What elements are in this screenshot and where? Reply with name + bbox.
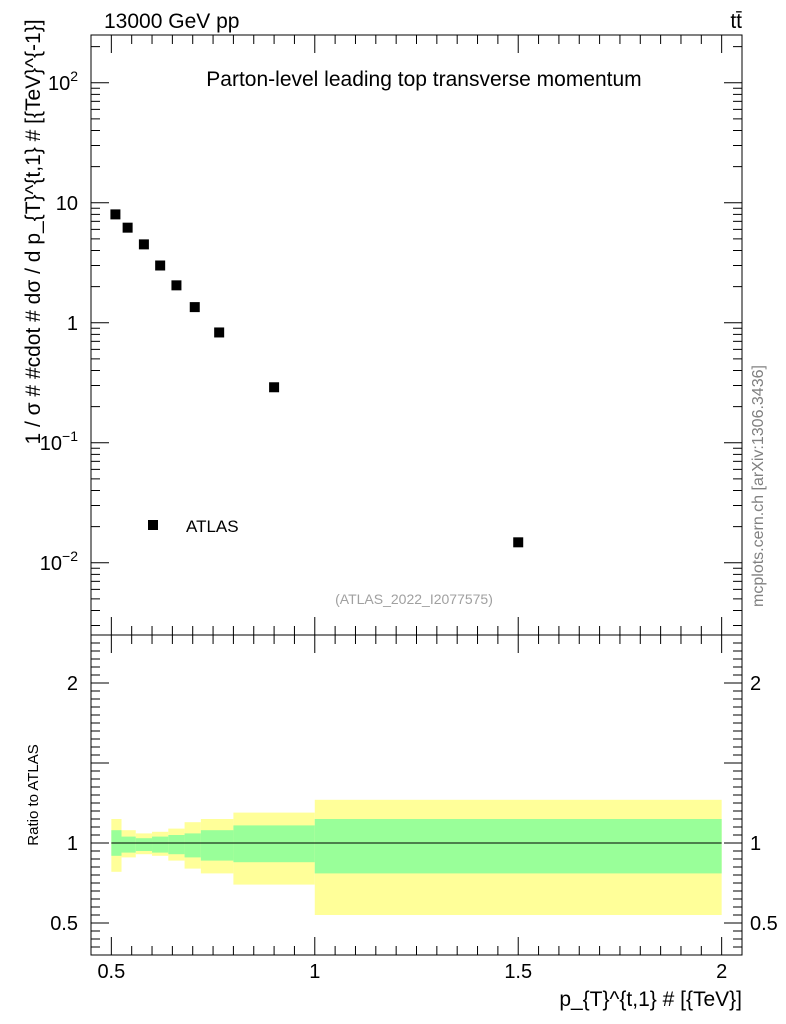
analysis-id-annotation: (ATLAS_2022_I2077575): [335, 591, 493, 607]
ratio-x-axis-ticks: [90, 635, 743, 955]
main-y-tick-label: 1: [67, 313, 78, 335]
atlas-data-point: [122, 222, 133, 233]
atlas-data-point: [269, 382, 280, 393]
legend-marker-atlas: [148, 520, 158, 530]
main-y-axis-labels: 10−2 10−1 1 10 102: [40, 68, 78, 575]
main-x-axis-ticks: [90, 35, 743, 635]
x-axis-tick-labels: 0.5 1 1.5 2: [97, 961, 727, 983]
ratio-y-axis-ticks: [91, 634, 742, 956]
ratio-panel: 0.5 1 2 0.5 1 2 0.5 1 1.5 2 Ratio to ATLAS p_{T…: [25, 634, 778, 1011]
inner-band-bin: [168, 835, 185, 855]
atlas-data-point: [171, 280, 182, 291]
x-tick-label: 2: [716, 961, 727, 983]
ratio-y-tick-label-right: 2: [750, 673, 761, 695]
atlas-data-point: [138, 239, 149, 250]
atlas-data-point: [513, 537, 524, 548]
main-panel: 10−2 10−1 1 10 102 Parton-level leading top …: [22, 19, 743, 636]
ratio-y-tick-label-right: 1: [750, 833, 761, 855]
inner-band-bin: [121, 836, 136, 853]
atlas-data-point: [189, 302, 200, 313]
ratio-y-tick-label-left: 1: [67, 833, 78, 855]
ratio-y-axis-labels-right: 0.5 1 2: [750, 673, 778, 935]
main-y-axis-ticks: [91, 46, 742, 626]
atlas-data-point: [155, 260, 166, 271]
main-y-tick-label: 10: [56, 193, 78, 215]
x-axis-title: p_{T}^{t,1} # [{TeV}]: [559, 988, 742, 1011]
atlas-data-point: [214, 327, 225, 338]
ratio-y-axis-title: Ratio to ATLAS: [25, 744, 42, 845]
atlas-data-points: [110, 209, 524, 548]
side-source-label: mcplots.cern.ch [arXiv:1306.3436]: [750, 365, 767, 607]
legend-label-atlas: ATLAS: [186, 517, 239, 536]
main-y-axis-title: 1 / σ # #cdot # dσ / d p_{T}^{t,1} # [{T…: [22, 19, 45, 444]
header-process-label: tt̄: [730, 10, 742, 33]
inner-band-bin: [233, 825, 315, 863]
ratio-uncertainty-bands: [111, 799, 722, 915]
inner-band-bin: [200, 830, 234, 861]
main-plot-frame: [90, 34, 743, 636]
main-y-tick-label: 10−1: [40, 428, 78, 455]
main-y-tick-label: 102: [48, 68, 78, 95]
inner-band-bin: [314, 819, 722, 874]
header-energy-label: 13000 GeV pp: [104, 10, 239, 33]
ratio-y-tick-label-right: 0.5: [750, 913, 778, 935]
x-tick-label: 1: [309, 961, 320, 983]
inner-band-bin: [135, 838, 153, 851]
x-tick-label: 1.5: [504, 961, 532, 983]
ratio-y-tick-label-left: 0.5: [50, 913, 78, 935]
inner-band-bin: [184, 833, 201, 858]
main-y-tick-label: 10−2: [40, 548, 78, 575]
ratio-y-tick-label-left: 2: [67, 673, 78, 695]
inner-band-bin: [152, 836, 169, 853]
main-plot-title: Parton-level leading top transverse mome…: [206, 68, 641, 91]
atlas-data-point: [110, 209, 121, 220]
ratio-y-axis-labels-left: 0.5 1 2: [50, 673, 78, 935]
x-tick-label: 0.5: [97, 961, 125, 983]
